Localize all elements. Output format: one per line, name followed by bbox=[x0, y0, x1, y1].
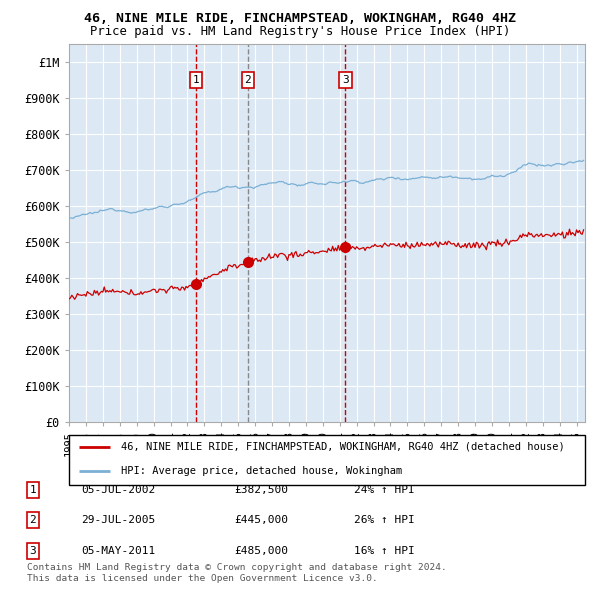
Text: 16% ↑ HPI: 16% ↑ HPI bbox=[354, 546, 415, 556]
Text: 05-MAY-2011: 05-MAY-2011 bbox=[81, 546, 155, 556]
Text: 24% ↑ HPI: 24% ↑ HPI bbox=[354, 485, 415, 494]
Text: 2: 2 bbox=[245, 75, 251, 85]
Text: £485,000: £485,000 bbox=[234, 546, 288, 556]
Text: 1: 1 bbox=[29, 485, 37, 494]
Text: 26% ↑ HPI: 26% ↑ HPI bbox=[354, 516, 415, 525]
Text: 3: 3 bbox=[342, 75, 349, 85]
Text: 46, NINE MILE RIDE, FINCHAMPSTEAD, WOKINGHAM, RG40 4HZ (detached house): 46, NINE MILE RIDE, FINCHAMPSTEAD, WOKIN… bbox=[121, 442, 565, 452]
Text: 46, NINE MILE RIDE, FINCHAMPSTEAD, WOKINGHAM, RG40 4HZ: 46, NINE MILE RIDE, FINCHAMPSTEAD, WOKIN… bbox=[84, 12, 516, 25]
Text: HPI: Average price, detached house, Wokingham: HPI: Average price, detached house, Woki… bbox=[121, 466, 402, 476]
Text: 29-JUL-2005: 29-JUL-2005 bbox=[81, 516, 155, 525]
Text: 05-JUL-2002: 05-JUL-2002 bbox=[81, 485, 155, 494]
Text: 1: 1 bbox=[193, 75, 199, 85]
Text: £445,000: £445,000 bbox=[234, 516, 288, 525]
Text: 3: 3 bbox=[29, 546, 37, 556]
Text: 2: 2 bbox=[29, 516, 37, 525]
Text: This data is licensed under the Open Government Licence v3.0.: This data is licensed under the Open Gov… bbox=[27, 574, 378, 583]
Text: Price paid vs. HM Land Registry's House Price Index (HPI): Price paid vs. HM Land Registry's House … bbox=[90, 25, 510, 38]
Text: Contains HM Land Registry data © Crown copyright and database right 2024.: Contains HM Land Registry data © Crown c… bbox=[27, 563, 447, 572]
Text: £382,500: £382,500 bbox=[234, 485, 288, 494]
